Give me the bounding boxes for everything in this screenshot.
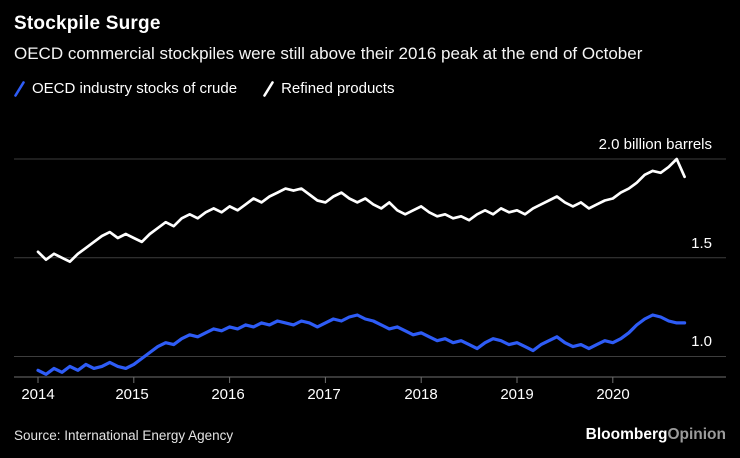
x-axis-label-2018: 2018	[404, 386, 438, 403]
source-note: Source: International Energy Agency	[14, 428, 234, 443]
legend-item-crude: OECD industry stocks of crude	[14, 80, 237, 97]
brand-opinion: Opinion	[667, 426, 726, 443]
chart-title: Stockpile Surge	[14, 13, 161, 34]
x-axis-label-2016: 2016	[211, 386, 245, 403]
legend: OECD industry stocks of crude Refined pr…	[0, 66, 740, 97]
x-axis-label-2015: 2015	[115, 386, 149, 403]
x-axis-label-2020: 2020	[596, 386, 630, 403]
legend-item-refined: Refined products	[263, 80, 394, 97]
legend-label-refined: Refined products	[281, 80, 395, 97]
bloomberg-opinion-logo: BloombergOpinion	[586, 426, 726, 444]
legend-slash-icon	[263, 80, 274, 97]
y-axis-label-1-0: 1.0	[691, 333, 712, 350]
legend-label-crude: OECD industry stocks of crude	[32, 80, 238, 97]
x-axis-label-2014: 2014	[21, 386, 55, 403]
y-axis-label-1-5: 1.5	[691, 235, 712, 252]
brand-bloomberg: Bloomberg	[585, 426, 668, 443]
chart-subtitle: OECD commercial stockpiles were still ab…	[14, 44, 643, 63]
legend-slash-icon	[14, 80, 25, 97]
y-axis-label-2-0: 2.0 billion barrels	[598, 136, 712, 153]
x-axis-label-2017: 2017	[307, 386, 341, 403]
x-axis-label-2019: 2019	[500, 386, 534, 403]
